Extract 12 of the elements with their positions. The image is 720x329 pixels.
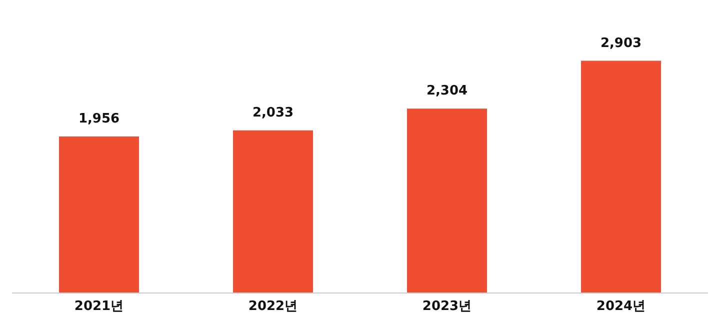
- x-tick-label: 2021년: [74, 299, 124, 314]
- bar: [407, 108, 487, 293]
- data-label: 1,956: [78, 112, 120, 127]
- data-label: 2,033: [252, 105, 294, 120]
- data-label: 2,304: [426, 84, 468, 99]
- x-tick-label: 2023년: [422, 299, 472, 314]
- bar: [581, 60, 661, 293]
- bar: [233, 130, 313, 293]
- bar: [59, 136, 139, 293]
- x-tick-label: 2024년: [596, 299, 646, 314]
- x-tick-label: 2022년: [248, 299, 298, 314]
- data-label: 2,903: [600, 36, 642, 51]
